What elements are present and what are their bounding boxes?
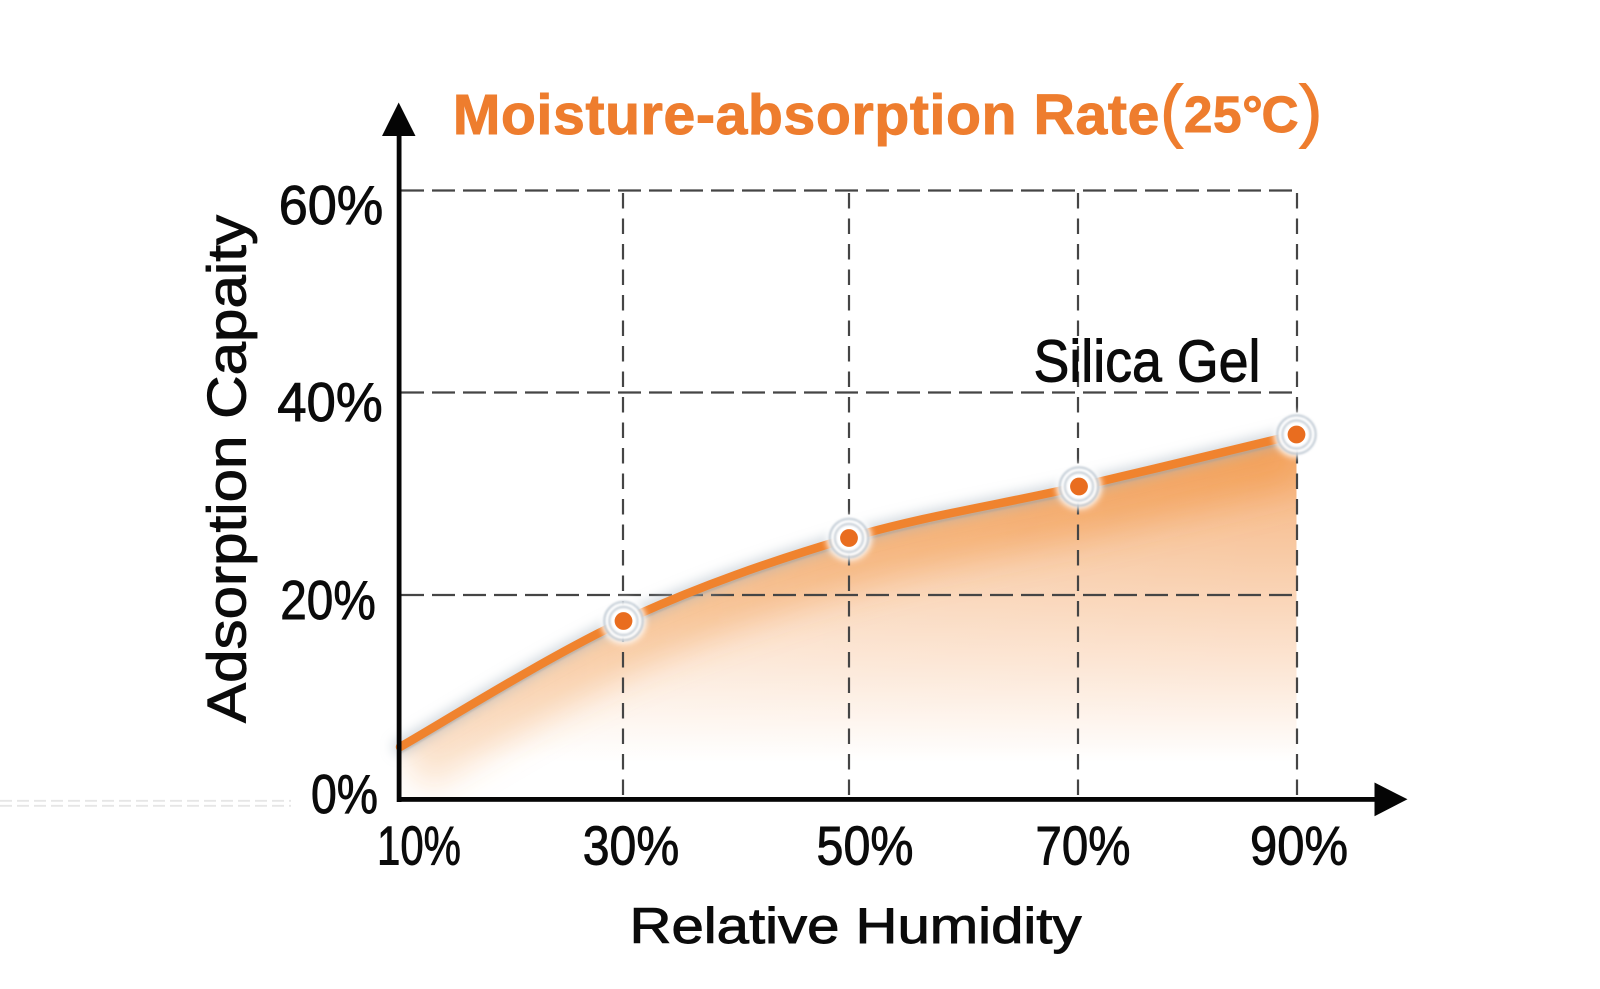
svg-text:Silica Gel: Silica Gel [1034, 329, 1261, 395]
svg-text:60%: 60% [279, 174, 384, 236]
svg-text:30%: 30% [583, 815, 680, 877]
svg-text:70%: 70% [1036, 815, 1131, 877]
svg-text:0%: 0% [311, 763, 378, 825]
svg-text:Moisture-absorption Rate(25°C): Moisture-absorption Rate(25°C) [453, 71, 1323, 149]
svg-text:Relative Humidity: Relative Humidity [630, 898, 1082, 954]
svg-text:90%: 90% [1250, 815, 1348, 877]
svg-text:Adsorption Capaity: Adsorption Capaity [197, 214, 258, 723]
svg-text:40%: 40% [277, 371, 383, 433]
svg-text:10%: 10% [377, 815, 461, 877]
svg-text:20%: 20% [280, 569, 376, 631]
svg-text:50%: 50% [817, 815, 914, 877]
